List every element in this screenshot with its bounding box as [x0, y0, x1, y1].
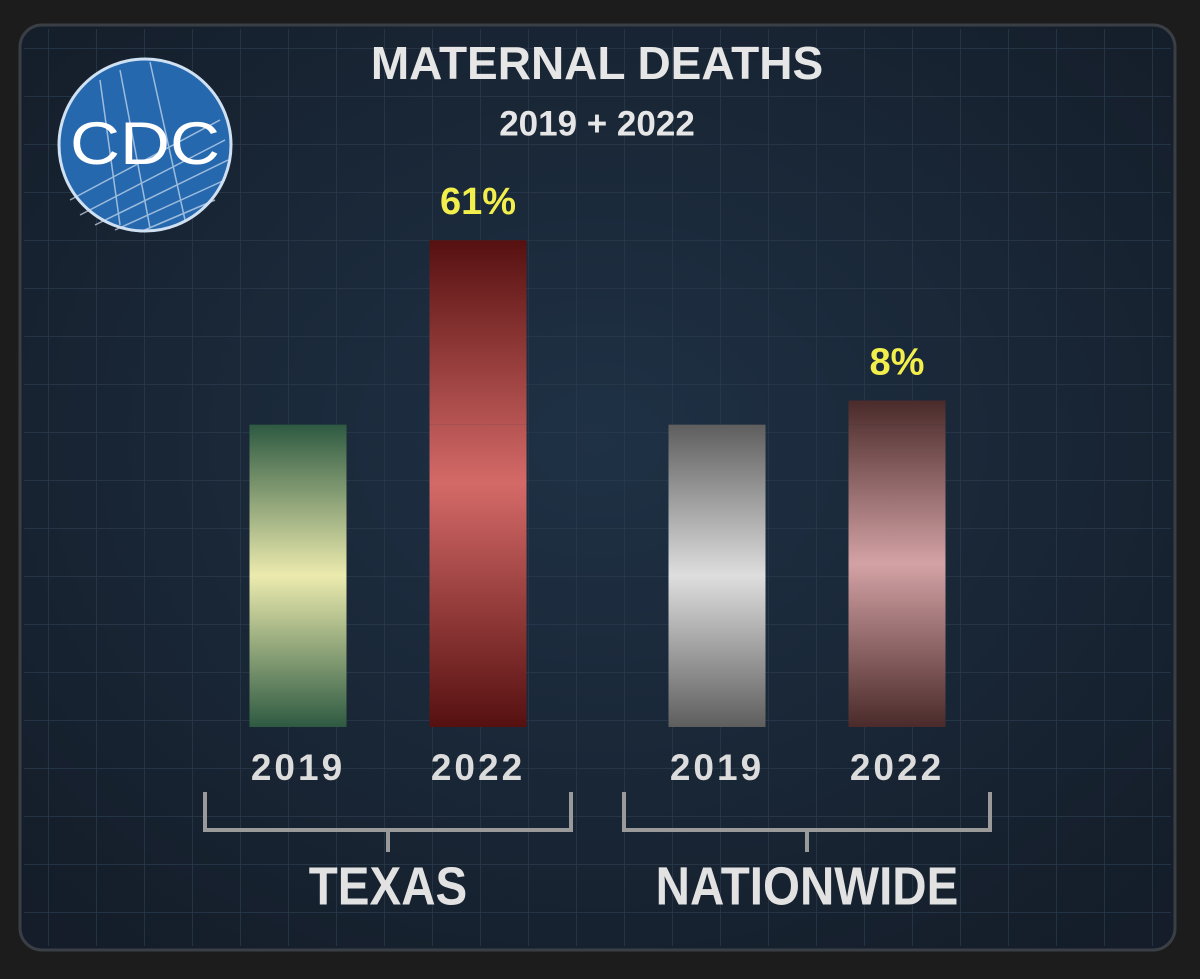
- group-label: NATIONWIDE: [656, 855, 959, 916]
- chart-subtitle: 2019 + 2022: [499, 104, 695, 143]
- group-bracket: [622, 792, 992, 852]
- x-tick-label: 2022: [850, 747, 944, 788]
- bar-segment: [848, 424, 946, 727]
- logo-text: CDC: [70, 110, 220, 177]
- logo: CDC: [57, 57, 233, 233]
- bar-segment: [249, 424, 347, 727]
- x-tick-label: 2022: [431, 747, 525, 788]
- x-tick-label: 2019: [251, 747, 345, 788]
- bar-segment: [429, 240, 527, 425]
- value-label: 8%: [870, 341, 925, 383]
- chart-title: MATERNAL DEATHS: [371, 37, 823, 89]
- x-tick-label: 2019: [670, 747, 764, 788]
- group-label: TEXAS: [309, 855, 467, 916]
- group-bracket: [203, 792, 573, 852]
- bar-segment: [848, 400, 946, 425]
- bar-segment: [668, 424, 766, 727]
- bar-segment: [429, 424, 527, 727]
- logo-circle: [57, 57, 233, 233]
- value-label: 61%: [440, 181, 516, 223]
- logo-rays: [69, 61, 229, 233]
